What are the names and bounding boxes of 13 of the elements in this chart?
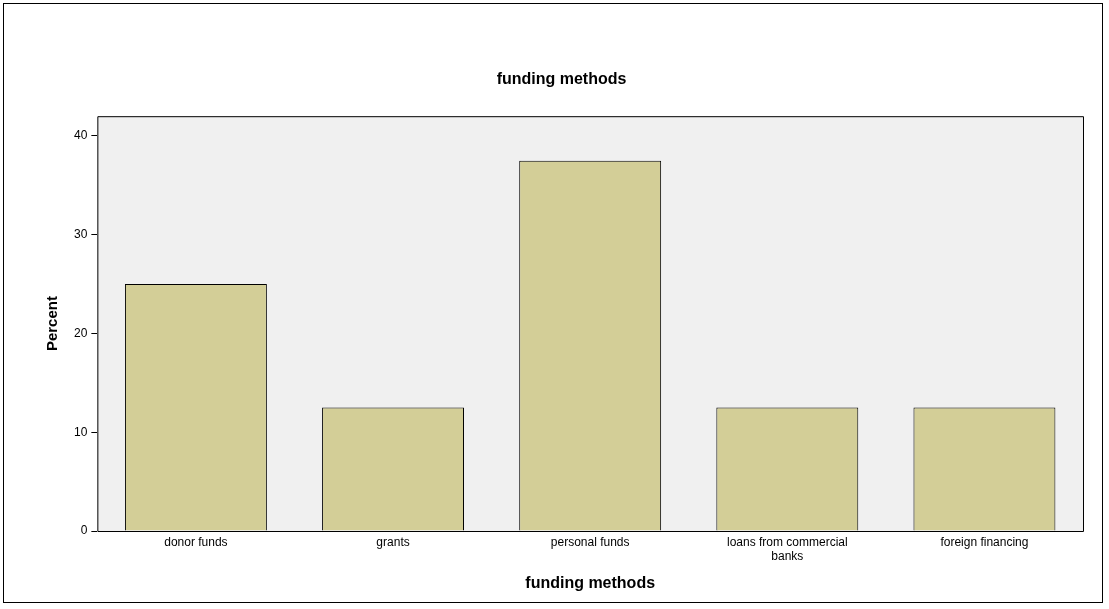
x-tick-label: personal funds: [550, 534, 630, 549]
chart-title: funding methods: [496, 70, 627, 88]
y-tick-label: 30: [73, 227, 88, 242]
y-tick-label: 0: [80, 523, 88, 538]
x-axis-title: funding methods: [525, 573, 656, 591]
x-tick-label: loans from commercial banks: [726, 534, 848, 563]
y-axis-title: Percent: [43, 296, 61, 352]
y-tick-label: 40: [73, 128, 88, 143]
y-tick-label: 10: [73, 424, 88, 439]
y-tick-label: 20: [73, 325, 88, 340]
x-tick-label: grants: [376, 534, 410, 549]
x-tick-label: donor funds: [164, 534, 228, 549]
x-tick-label: foreign financing: [940, 534, 1029, 549]
